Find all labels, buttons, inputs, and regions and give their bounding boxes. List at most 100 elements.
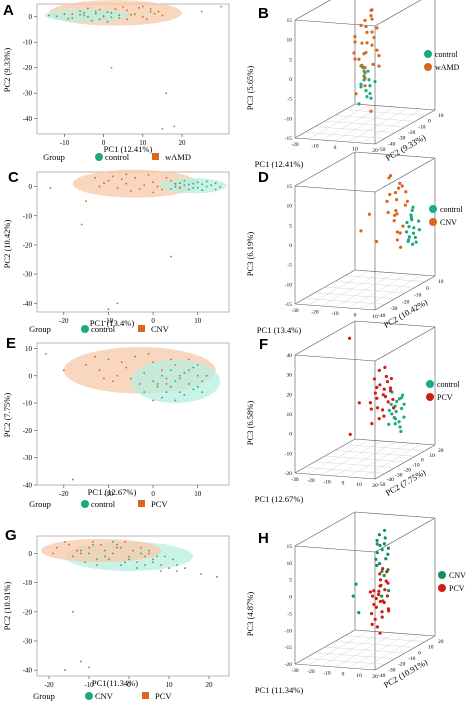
legend-label: CNV xyxy=(151,324,170,334)
data-point-control xyxy=(219,186,221,189)
data-point-wamd xyxy=(110,66,113,69)
data-point-pcv xyxy=(98,369,101,372)
data-point-wamd xyxy=(161,128,164,130)
data-point-cnv xyxy=(395,230,399,234)
x-tick-label: -20 xyxy=(44,681,54,689)
data-point-pcv xyxy=(369,407,373,411)
z-tick-label: 0 xyxy=(289,432,292,438)
data-point-wamd xyxy=(79,10,82,13)
data-point-wamd xyxy=(352,51,356,55)
data-point-pcv xyxy=(45,353,47,355)
data-point-pcv xyxy=(187,358,190,361)
chart-c: -20 -10 0 10 0 -10 -20 -30 -40 PC1 (13.4%) PC2 (10… xyxy=(2,169,230,334)
legend-title: Group xyxy=(29,324,51,334)
data-point-wamd xyxy=(362,52,366,56)
x-axis-label: PC1 (13.4%) xyxy=(257,325,302,335)
legend-swatch-cnv xyxy=(429,218,437,226)
data-point-cnv xyxy=(214,188,217,191)
data-point-pcv xyxy=(377,592,381,597)
y-axis-label: PC2 (7.75%) xyxy=(2,393,12,438)
y-tick-label: 0 xyxy=(29,13,33,21)
data-point-pcv xyxy=(385,380,390,384)
data-point-control xyxy=(409,213,413,217)
z-tick-label: 40 xyxy=(287,353,293,359)
z-tick-label: -5 xyxy=(287,263,292,269)
data-point-wamd xyxy=(153,12,156,15)
data-point-control xyxy=(205,374,208,377)
data-point-pcv xyxy=(388,386,393,390)
data-point-pcv xyxy=(380,615,384,619)
data-point-pcv xyxy=(160,564,162,567)
data-point-cnv xyxy=(85,200,88,203)
data-point-pcv xyxy=(386,581,390,585)
data-point-wamd xyxy=(161,14,164,17)
data-point-wamd xyxy=(353,40,357,44)
data-point-pcv xyxy=(383,394,388,399)
z-tick-label: 20 xyxy=(287,392,293,398)
data-point-cnv xyxy=(374,557,378,561)
data-point-pcv xyxy=(380,408,385,412)
data-point-pcv xyxy=(71,478,74,481)
z-tick-label: 0 xyxy=(289,77,292,83)
data-point-control xyxy=(165,383,168,385)
data-point-pcv xyxy=(382,414,386,418)
data-point-wamd xyxy=(353,57,357,61)
y-tick-label: -20 xyxy=(23,64,33,72)
floor-grid-line xyxy=(344,635,426,642)
z-tick-label: 0 xyxy=(289,243,292,249)
data-point-cnv xyxy=(386,210,390,215)
data-point-cnv xyxy=(395,212,399,216)
data-point-cnv xyxy=(161,188,163,191)
data-point-wamd xyxy=(141,5,144,8)
legend-label: CNV xyxy=(440,218,457,227)
x-tick-label: -10 xyxy=(331,311,339,317)
data-point-pcv xyxy=(373,617,377,621)
data-point-pcv xyxy=(68,543,70,546)
data-point-cnv xyxy=(160,570,162,572)
y-tick-label: -20 xyxy=(23,427,33,435)
data-point-control xyxy=(201,380,204,383)
data-point-wamd xyxy=(370,17,374,21)
data-point-wamd xyxy=(118,17,121,19)
x-tick-label: 0 xyxy=(127,681,131,689)
data-point-control xyxy=(402,402,406,406)
data-point-control xyxy=(187,383,190,385)
floor-grid-line xyxy=(348,273,409,309)
data-point-wamd xyxy=(220,5,223,8)
data-point-pcv xyxy=(94,355,96,358)
legend-swatch-control xyxy=(426,380,434,388)
data-point-cnv xyxy=(386,552,390,556)
box-edge xyxy=(294,320,356,356)
data-point-wamd xyxy=(363,66,367,70)
x-tick-label: -10 xyxy=(311,144,319,150)
x-tick-label: -20 xyxy=(307,669,315,675)
data-point-control xyxy=(87,15,89,18)
data-point-control xyxy=(402,415,406,419)
data-point-control xyxy=(178,182,181,184)
x-tick-label: -20 xyxy=(59,490,69,498)
data-point-pcv xyxy=(372,377,377,381)
data-point-control xyxy=(174,380,177,383)
data-point-cnv xyxy=(375,538,379,543)
data-point-control xyxy=(196,181,199,184)
x-tick-label: 10 xyxy=(194,490,202,498)
data-point-cnv xyxy=(380,548,384,552)
legend-swatch-control xyxy=(95,153,103,161)
data-point-cnv xyxy=(147,174,150,176)
box-edge xyxy=(294,19,376,27)
data-point-pcv xyxy=(108,558,110,561)
x-axis-label: PC1 (12.67%) xyxy=(255,494,304,504)
data-point-wamd xyxy=(94,10,97,13)
data-point-cnv xyxy=(152,561,154,564)
panel-b: B -15 -10 -5 0 5 10 15 -20 -10 0 10 20 -50 -40 -30 -20-… xyxy=(237,0,474,176)
data-point-cnv xyxy=(384,557,388,561)
data-point-pcv xyxy=(374,605,378,609)
data-point-pcv xyxy=(370,622,374,626)
data-point-control xyxy=(192,187,195,189)
data-point-cnv xyxy=(116,546,118,549)
data-point-pcv xyxy=(386,400,390,404)
data-point-cnv xyxy=(164,555,166,558)
legend-label: PCV xyxy=(155,691,172,701)
data-point-wamd xyxy=(362,69,366,73)
